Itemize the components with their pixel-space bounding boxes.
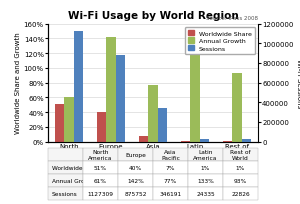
Bar [148, 85, 158, 142]
Bar [190, 44, 200, 142]
Title: Wi-Fi Usage by World Region: Wi-Fi Usage by World Region [68, 11, 239, 21]
Bar [200, 140, 209, 142]
Bar [158, 108, 167, 142]
Bar [55, 104, 64, 142]
Y-axis label: Worldwide Share and Growth: Worldwide Share and Growth [15, 32, 21, 134]
Bar [232, 74, 242, 142]
Bar [223, 141, 232, 142]
Bar [97, 112, 106, 142]
Bar [181, 141, 190, 142]
Bar [106, 38, 116, 142]
Legend: Worldwide Share, Annual Growth, Sessions: Worldwide Share, Annual Growth, Sessions [184, 28, 255, 55]
Bar [116, 56, 125, 142]
Y-axis label: Wi-Fi Sessions: Wi-Fi Sessions [296, 59, 300, 108]
Text: Source: iPass 2008: Source: iPass 2008 [206, 16, 258, 21]
Bar [139, 137, 148, 142]
Bar [242, 140, 251, 142]
Bar [64, 97, 74, 142]
Bar [74, 32, 83, 142]
